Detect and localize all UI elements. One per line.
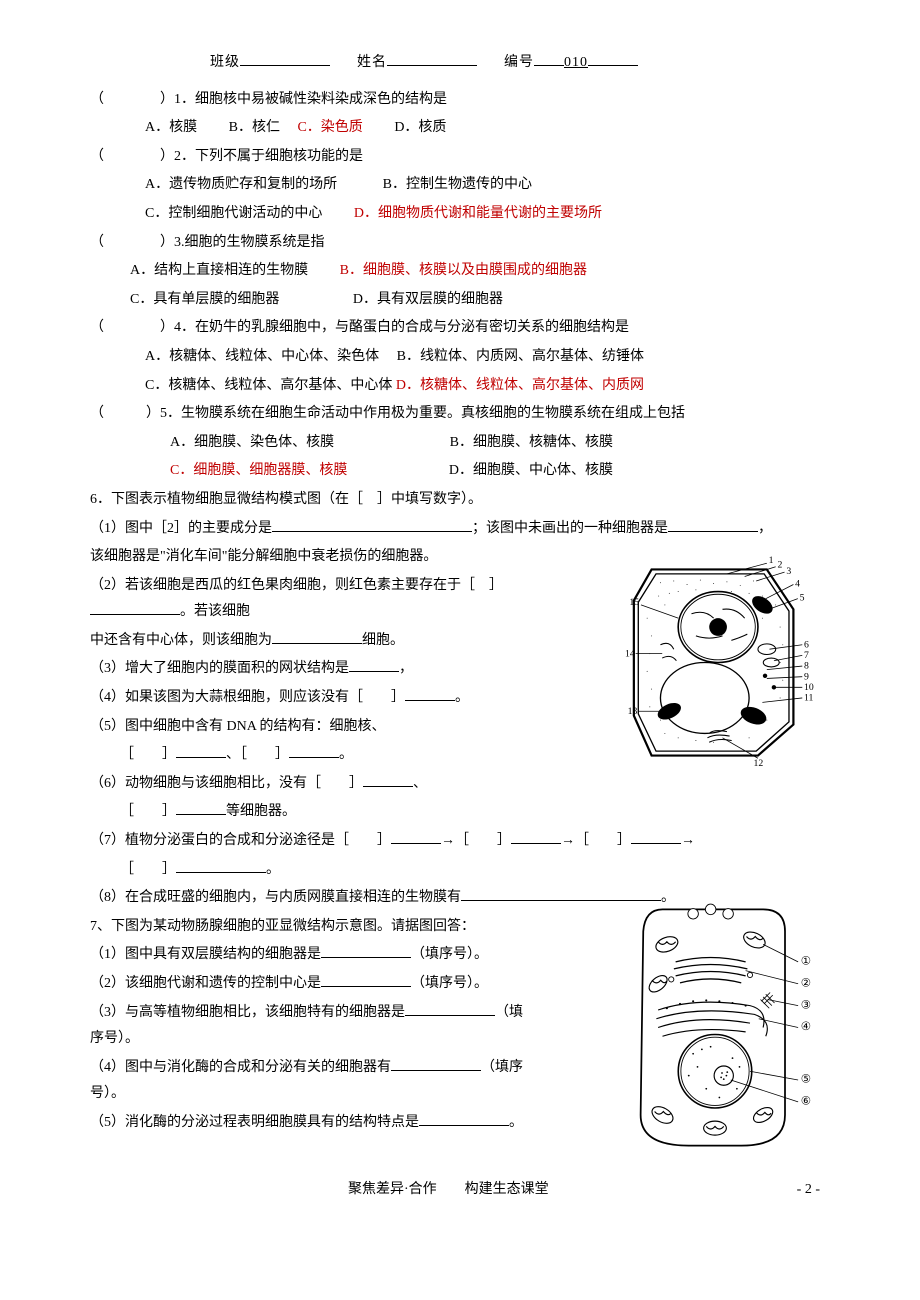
d2-label-6: ⑥ <box>801 1096 811 1108</box>
d1-label-11: 11 <box>804 693 814 704</box>
q2-opt-b: B．控制生物遗传的中心 <box>383 177 532 192</box>
q3-opt-a: A．结构上直接相连的生物膜 <box>130 263 308 278</box>
d1-label-1: 1 <box>769 555 774 566</box>
q5-options-row1: A．细胞膜、染色体、核膜 B．细胞膜、核糖体、核膜 <box>90 430 830 457</box>
q5-opt-c: C．细胞膜、细胞器膜、核膜 <box>170 463 347 478</box>
class-label: 班级 <box>210 55 240 70</box>
q2-options-row1: A．遗传物质贮存和复制的场所 B．控制生物遗传的中心 <box>90 172 830 199</box>
q5-opt-a: A．细胞膜、染色体、核膜 <box>170 435 334 450</box>
question-6: 6．下图表示植物细胞显微结构模式图（在［ ］中填写数字）。 <box>90 487 830 514</box>
question-5: （ ）5．生物膜系统在细胞生命活动中作用极为重要。真核细胞的生物膜系统在组成上包… <box>90 401 830 428</box>
d1-label-15: 15 <box>629 597 639 608</box>
q3-stem: ）3.细胞的生物膜系统是指 <box>160 235 325 250</box>
q6-sub3: （3）增大了细胞内的膜面积的网状结构是， <box>90 656 580 683</box>
q3-options-row1: A．结构上直接相连的生物膜 B．细胞膜、核膜以及由膜围成的细胞器 <box>90 258 830 285</box>
question-2: （ ）2．下列不属于细胞核功能的是 <box>90 144 830 171</box>
q7-sub3: （3）与高等植物细胞相比，该细胞特有的细胞器是（填序号）。 <box>90 1000 535 1053</box>
q5-opt-b: B．细胞膜、核糖体、核膜 <box>450 435 613 450</box>
q6-sub5-line2: ［ ］、［ ］。 <box>90 742 580 769</box>
id-label: 编号 <box>504 55 534 70</box>
q2-opt-d: D．细胞物质代谢和能量代谢的主要场所 <box>354 206 602 221</box>
q6-sub7: （7）植物分泌蛋白的合成和分泌途径是［ ］→［ ］→［ ］→ <box>90 828 830 855</box>
q6-sub1: （1）图中［2］的主要成分是；该图中未画出的一种细胞器是， <box>90 516 830 543</box>
q4-opt-b: B．线粒体、内质网、高尔基体、纺锤体 <box>397 349 644 364</box>
q1-opt-d: D．核质 <box>394 120 446 135</box>
q5-opt-d: D．细胞膜、中心体、核膜 <box>449 463 613 478</box>
q3-opt-d: D．具有双层膜的细胞器 <box>353 292 503 307</box>
q2-opt-a: A．遗传物质贮存和复制的场所 <box>145 177 337 192</box>
d1-label-10: 10 <box>804 682 814 693</box>
d1-label-6: 6 <box>804 639 809 650</box>
d1-label-8: 8 <box>804 661 809 672</box>
q1-opt-b: B．核仁 <box>229 120 280 135</box>
q3-options-row2: C．具有单层膜的细胞器 D．具有双层膜的细胞器 <box>90 287 830 314</box>
q4-options-row2: C．核糖体、线粒体、高尔基体、中心体 D．核糖体、线粒体、高尔基体、内质网 <box>90 373 830 400</box>
q6-sub7-line2: ［ ］。 <box>90 857 830 884</box>
page-footer: 聚焦差异·合作 构建生态课堂 - 2 - <box>90 1177 830 1204</box>
q6-sub2-line2: 中还含有中心体，则该细胞为细胞。 <box>90 628 580 655</box>
q4-options-row1: A．核糖体、线粒体、中心体、染色体 B．线粒体、内质网、高尔基体、纺锤体 <box>90 344 830 371</box>
q2-options-row2: C．控制细胞代谢活动的中心 D．细胞物质代谢和能量代谢的主要场所 <box>90 201 830 228</box>
q4-opt-c: C．核糖体、线粒体、高尔基体、中心体 <box>145 378 392 393</box>
d1-label-13: 13 <box>628 706 638 717</box>
q7-stem: 7、下图为某动物肠腺细胞的亚显微结构示意图。请据图回答： <box>90 919 475 934</box>
q5-options-row2: C．细胞膜、细胞器膜、核膜 D．细胞膜、中心体、核膜 <box>90 458 830 485</box>
q6-sub5: （5）图中细胞中含有 DNA 的结构有：细胞核、 <box>90 714 580 741</box>
q6-sub6-line2: ［ ］等细胞器。 <box>90 799 580 826</box>
animal-cell-diagram: ① ② ③ ④ ⑤ ⑥ <box>610 895 820 1171</box>
q1-opt-a: A．核膜 <box>145 120 197 135</box>
q2-stem: ）2．下列不属于细胞核功能的是 <box>160 149 363 164</box>
q6-sub2: （2）若该细胞是西瓜的红色果肉细胞，则红色素主要存在于［ ］。若该细胞 <box>90 573 580 626</box>
name-label: 姓名 <box>357 55 387 70</box>
question-4: （ ）4．在奶牛的乳腺细胞中，与酪蛋白的合成与分泌有密切关系的细胞结构是 <box>90 315 830 342</box>
question-7: 7、下图为某动物肠腺细胞的亚显微结构示意图。请据图回答： <box>90 914 535 941</box>
d1-label-9: 9 <box>804 671 809 682</box>
q4-opt-a: A．核糖体、线粒体、中心体、染色体 <box>145 349 379 364</box>
q5-stem: ）5．生物膜系统在细胞生命活动中作用极为重要。真核细胞的生物膜系统在组成上包括 <box>146 406 685 421</box>
d2-label-1: ① <box>801 956 811 968</box>
q2-opt-c: C．控制细胞代谢活动的中心 <box>145 206 322 221</box>
class-blank <box>240 52 330 66</box>
name-blank <box>387 52 477 66</box>
d1-label-14: 14 <box>625 648 635 659</box>
q7-sub5: （5）消化酶的分泌过程表明细胞膜具有的结构特点是。 <box>90 1110 535 1137</box>
q7-sub1: （1）图中具有双层膜结构的细胞器是（填序号）。 <box>90 942 535 969</box>
q7-sub4: （4）图中与消化酶的合成和分泌有关的细胞器有（填序号）。 <box>90 1055 535 1108</box>
q1-stem: ）1．细胞核中易被碱性染料染成深色的结构是 <box>160 92 447 107</box>
footer-slogan: 聚焦差异·合作 构建生态课堂 <box>100 1177 797 1204</box>
q1-opt-c: C．染色质 <box>297 120 362 135</box>
q1-options: A．核膜 B．核仁 C．染色质 D．核质 <box>90 115 830 142</box>
d1-label-4: 4 <box>795 578 800 589</box>
d2-label-2: ② <box>801 977 811 989</box>
d1-label-12: 12 <box>754 758 764 769</box>
q3-opt-b: B．细胞膜、核膜以及由膜围成的细胞器 <box>340 263 587 278</box>
q3-opt-c: C．具有单层膜的细胞器 <box>130 292 279 307</box>
d1-label-5: 5 <box>800 592 805 603</box>
plant-cell-diagram: 1 2 3 4 5 6 7 8 9 10 11 12 13 14 15 <box>625 555 820 781</box>
d2-label-4: ④ <box>801 1021 811 1033</box>
d2-label-5: ⑤ <box>801 1074 811 1086</box>
q6-sub6: （6）动物细胞与该细胞相比，没有［ ］、 <box>90 771 580 798</box>
question-3: （ ）3.细胞的生物膜系统是指 <box>90 230 830 257</box>
q7-sub2: （2）该细胞代谢和遗传的控制中心是（填序号）。 <box>90 971 535 998</box>
q4-opt-d: D．核糖体、线粒体、高尔基体、内质网 <box>396 378 644 393</box>
q6-stem: 6．下图表示植物细胞显微结构模式图（在［ ］中填写数字）。 <box>90 492 482 507</box>
worksheet-header: 班级 姓名 编号 010 <box>90 50 830 77</box>
d1-label-2: 2 <box>777 560 782 571</box>
d1-label-7: 7 <box>804 650 809 661</box>
id-value: 010 <box>564 55 588 70</box>
question-1: （ ）1．细胞核中易被碱性染料染成深色的结构是 <box>90 87 830 114</box>
page-number: - 2 - <box>797 1177 820 1204</box>
d1-label-3: 3 <box>786 566 791 577</box>
d2-label-3: ③ <box>801 999 811 1011</box>
q6-sub4: （4）如果该图为大蒜根细胞，则应该没有［ ］。 <box>90 685 580 712</box>
q4-stem: ）4．在奶牛的乳腺细胞中，与酪蛋白的合成与分泌有密切关系的细胞结构是 <box>160 320 629 335</box>
